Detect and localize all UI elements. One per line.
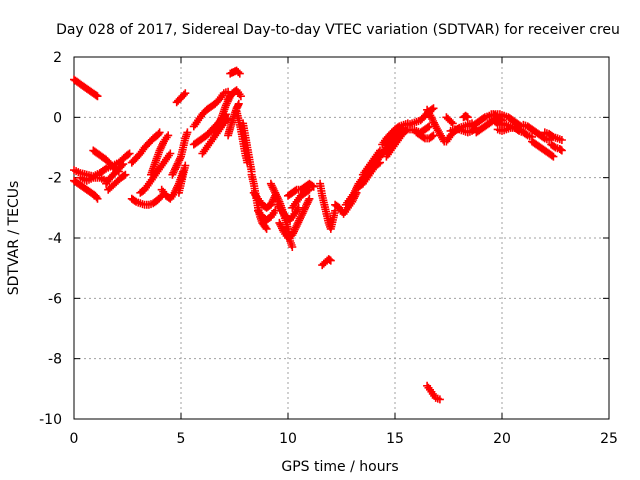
data-point-markers bbox=[498, 119, 536, 141]
y-tick-label: 2 bbox=[53, 50, 62, 66]
data-segment bbox=[318, 255, 335, 270]
data-segment bbox=[459, 111, 472, 122]
data-point-markers bbox=[127, 191, 166, 209]
data-segment bbox=[423, 105, 449, 146]
data-point-markers bbox=[412, 128, 438, 143]
data-segment bbox=[412, 128, 438, 143]
data-point-markers bbox=[358, 146, 384, 179]
data-segment bbox=[519, 120, 554, 144]
y-tick-label: -2 bbox=[48, 171, 62, 187]
data-point-markers bbox=[369, 123, 408, 170]
data-point-markers bbox=[136, 149, 175, 197]
data-segment bbox=[224, 86, 245, 104]
data-segment bbox=[540, 128, 566, 144]
data-segment bbox=[70, 75, 102, 101]
data-segment bbox=[189, 87, 233, 131]
data-segment bbox=[226, 66, 244, 78]
data-segment bbox=[136, 149, 175, 197]
data-segment bbox=[284, 179, 318, 200]
data-point-markers bbox=[147, 131, 173, 179]
data-segment bbox=[70, 176, 102, 203]
data-point-markers bbox=[284, 179, 318, 200]
data-segment bbox=[127, 191, 166, 209]
data-segment bbox=[174, 161, 190, 197]
data-point-markers bbox=[459, 111, 472, 122]
data-point-markers bbox=[70, 176, 102, 203]
data-segment bbox=[369, 123, 408, 170]
data-point-markers bbox=[288, 185, 314, 212]
x-tick-label: 25 bbox=[600, 431, 618, 447]
x-tick-label: 20 bbox=[493, 431, 511, 447]
chart-title: Day 028 of 2017, Sidereal Day-to-day VTE… bbox=[56, 22, 620, 38]
data-point-markers bbox=[528, 137, 558, 161]
data-segment bbox=[254, 206, 280, 224]
data-segment bbox=[547, 140, 566, 155]
data-point-markers bbox=[127, 128, 164, 167]
data-point-markers bbox=[239, 119, 256, 176]
data-point-markers bbox=[104, 170, 130, 194]
data-point-markers bbox=[442, 113, 457, 128]
data-point-markers bbox=[519, 120, 554, 144]
x-tick-label: 0 bbox=[70, 431, 79, 447]
y-axis-label: SDTVAR / TECUs bbox=[6, 181, 22, 296]
data-point-markers bbox=[198, 114, 233, 158]
data-point-markers bbox=[316, 179, 340, 233]
x-tick-label: 15 bbox=[386, 431, 404, 447]
data-point-markers bbox=[547, 140, 566, 155]
y-tick-label: -4 bbox=[48, 231, 62, 247]
data-point-markers bbox=[70, 75, 102, 101]
data-segment bbox=[76, 173, 111, 185]
data-point-markers bbox=[423, 105, 449, 146]
data-point-markers bbox=[76, 173, 111, 185]
data-segment bbox=[358, 146, 384, 179]
data-point-markers bbox=[189, 87, 233, 131]
data-segment bbox=[288, 185, 314, 212]
data-segment bbox=[168, 128, 192, 179]
grid-lines bbox=[74, 57, 609, 419]
data-segment bbox=[147, 131, 173, 179]
data-point-markers bbox=[275, 194, 314, 242]
data-point-markers bbox=[446, 123, 481, 137]
x-tick-label: 10 bbox=[279, 431, 297, 447]
data-point-markers bbox=[102, 160, 128, 188]
data-segment bbox=[316, 179, 340, 233]
data-point-markers bbox=[168, 128, 192, 179]
y-tick-label: -8 bbox=[48, 352, 62, 368]
data-point-markers bbox=[423, 381, 444, 404]
data-segment bbox=[198, 114, 233, 158]
data-segment bbox=[239, 119, 256, 176]
data-segment bbox=[273, 200, 303, 224]
data-segment bbox=[446, 123, 481, 137]
data-segment bbox=[528, 137, 558, 161]
data-point-markers bbox=[254, 206, 280, 224]
data-point-markers bbox=[273, 200, 303, 224]
data-segment bbox=[423, 381, 444, 404]
data-point-markers bbox=[174, 161, 190, 197]
y-tick-label: -6 bbox=[48, 291, 62, 307]
data-segment bbox=[275, 194, 314, 242]
data-points bbox=[70, 66, 566, 404]
data-segment bbox=[127, 128, 164, 167]
data-segment bbox=[382, 128, 408, 161]
data-segment bbox=[172, 89, 190, 107]
data-segment bbox=[102, 160, 128, 188]
data-segment bbox=[498, 119, 536, 141]
x-tick-labels: 0 5 10 15 20 25 bbox=[70, 431, 618, 447]
data-point-markers bbox=[172, 89, 190, 107]
data-segment bbox=[104, 170, 130, 194]
y-tick-labels: -10 -8 -6 -4 -2 0 2 bbox=[39, 50, 62, 428]
x-tick-label: 5 bbox=[177, 431, 186, 447]
axis-ticks bbox=[73, 56, 610, 420]
data-point-markers bbox=[318, 255, 335, 270]
data-point-markers bbox=[382, 128, 408, 161]
y-tick-label: -10 bbox=[39, 412, 62, 428]
x-axis-label: GPS time / hours bbox=[281, 459, 398, 475]
data-point-markers bbox=[224, 86, 245, 104]
data-point-markers bbox=[226, 66, 244, 78]
y-tick-label: 0 bbox=[53, 110, 62, 126]
data-segment bbox=[442, 113, 457, 128]
data-point-markers bbox=[540, 128, 566, 144]
